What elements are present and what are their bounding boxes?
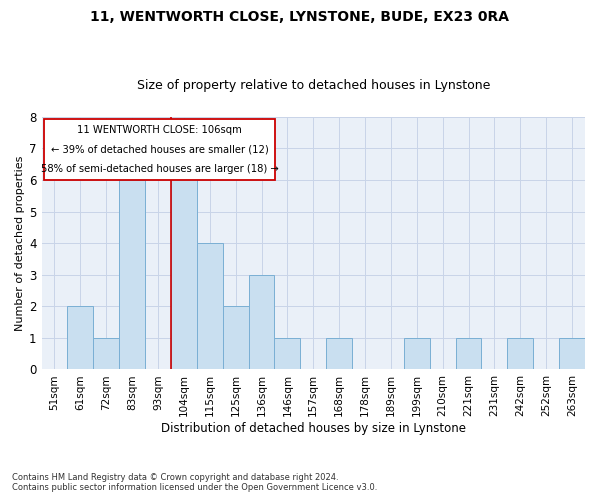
Bar bbox=[248, 274, 274, 370]
Text: 11 WENTWORTH CLOSE: 106sqm: 11 WENTWORTH CLOSE: 106sqm bbox=[77, 125, 242, 135]
Text: Contains public sector information licensed under the Open Government Licence v3: Contains public sector information licen… bbox=[12, 484, 377, 492]
Bar bbox=[559, 338, 585, 370]
Bar bbox=[67, 306, 93, 370]
Bar bbox=[223, 306, 248, 370]
Text: ← 39% of detached houses are smaller (12): ← 39% of detached houses are smaller (12… bbox=[51, 144, 269, 154]
Bar bbox=[93, 338, 119, 370]
Text: 58% of semi-detached houses are larger (18) →: 58% of semi-detached houses are larger (… bbox=[41, 164, 278, 174]
Bar bbox=[508, 338, 533, 370]
X-axis label: Distribution of detached houses by size in Lynstone: Distribution of detached houses by size … bbox=[161, 422, 466, 435]
Text: Contains HM Land Registry data © Crown copyright and database right 2024.: Contains HM Land Registry data © Crown c… bbox=[12, 474, 338, 482]
Bar bbox=[326, 338, 352, 370]
Bar bbox=[274, 338, 301, 370]
Y-axis label: Number of detached properties: Number of detached properties bbox=[15, 156, 25, 331]
Bar bbox=[197, 243, 223, 370]
Bar bbox=[455, 338, 481, 370]
Bar bbox=[171, 148, 197, 370]
Bar bbox=[119, 180, 145, 370]
Bar bbox=[404, 338, 430, 370]
Text: 11, WENTWORTH CLOSE, LYNSTONE, BUDE, EX23 0RA: 11, WENTWORTH CLOSE, LYNSTONE, BUDE, EX2… bbox=[91, 10, 509, 24]
FancyBboxPatch shape bbox=[44, 120, 275, 180]
Title: Size of property relative to detached houses in Lynstone: Size of property relative to detached ho… bbox=[137, 79, 490, 92]
